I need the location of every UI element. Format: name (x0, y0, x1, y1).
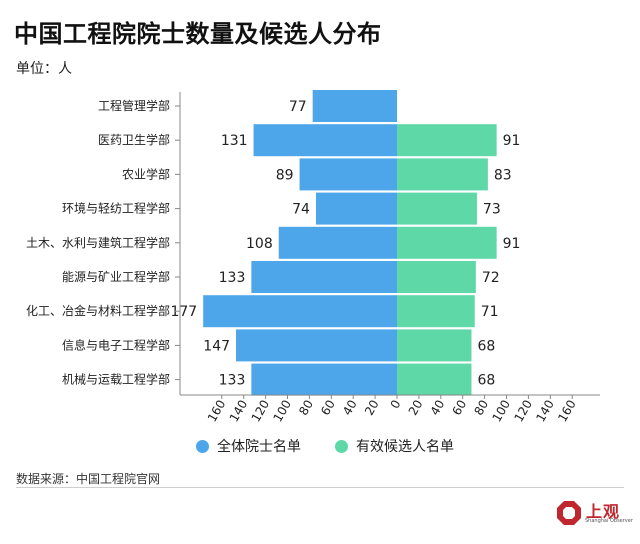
data-label-right: 68 (477, 338, 495, 354)
category-label: 化工、冶金与材料工程学部 (26, 303, 170, 318)
data-label-left: 133 (219, 270, 246, 286)
bar-right (397, 363, 472, 396)
category-label: 医药卫生学部 (98, 132, 170, 147)
data-label-left: 177 (170, 304, 197, 320)
x-tick-label: 100 (490, 398, 514, 425)
x-tick-label: 40 (428, 398, 448, 418)
data-label-right: 68 (477, 373, 495, 389)
bar-right (397, 295, 475, 328)
unit-label: 单位：人 (16, 61, 72, 77)
legend-item-right: 有效候选人名单 (335, 436, 454, 456)
data-label-right: 83 (494, 167, 512, 183)
bar-left (312, 90, 397, 122)
x-tick-label: 160 (555, 398, 579, 425)
bar-right (397, 124, 497, 157)
x-tick-label: 100 (271, 398, 295, 425)
x-tick-label: 60 (450, 398, 470, 418)
data-label-right: 71 (481, 304, 499, 320)
bar-left (299, 158, 397, 191)
category-label: 土木、水利与建筑工程学部 (26, 235, 170, 250)
data-label-left: 131 (221, 133, 248, 149)
category-label: 能源与矿业工程学部 (62, 269, 170, 284)
x-tick-label: 80 (296, 398, 316, 418)
bar-left (203, 295, 397, 328)
category-label: 信息与电子工程学部 (62, 337, 170, 352)
data-label-left: 77 (289, 99, 307, 115)
category-label: 环境与轻纺工程学部 (62, 201, 170, 216)
x-tick-label: 60 (318, 398, 338, 418)
data-label-right: 91 (503, 236, 521, 252)
data-label-right: 72 (482, 270, 500, 286)
bar-right (397, 226, 497, 259)
bar-left (251, 363, 397, 396)
logo-name: 上观 (586, 502, 621, 521)
pyramid-chart: 77 工程管理学部 131 91 医药卫生学部 89 83 农业学部 74 73 环境与轻纺工程学部… (26, 90, 600, 425)
data-label-left: 133 (219, 373, 246, 389)
data-label-left: 108 (246, 236, 273, 252)
category-label: 农业学部 (122, 166, 170, 181)
data-label-left: 74 (292, 202, 310, 218)
legend-label-right: 有效候选人名单 (356, 439, 454, 455)
bar-left (251, 261, 397, 293)
legend-item-left: 全体院士名单 (196, 436, 301, 456)
legend-swatch-right (335, 439, 348, 453)
source-note: 数据来源：中国工程院官网 (16, 472, 161, 486)
logo-subtitle: Shanghai Observer (585, 518, 633, 524)
bar-left (236, 329, 397, 362)
bar-left (278, 226, 397, 259)
divider (16, 487, 624, 488)
bar-right (397, 329, 472, 362)
chart-title: 中国工程院院士数量及候选人分布 (14, 20, 382, 48)
x-tick-label: 80 (471, 398, 491, 418)
x-tick-label: 140 (533, 398, 557, 425)
x-tick-label: 20 (362, 398, 382, 418)
x-tick-label: 160 (205, 398, 229, 425)
bar-right (397, 261, 476, 293)
data-label-right: 73 (483, 202, 501, 218)
data-label-left: 147 (203, 338, 230, 354)
x-tick-label: 40 (340, 398, 360, 418)
legend-swatch-left (196, 439, 209, 453)
x-tick-label: 140 (227, 398, 251, 425)
x-tick-label: 120 (249, 398, 273, 425)
logo-mark-icon (557, 501, 581, 525)
x-tick-label: 0 (388, 398, 404, 412)
legend: 全体院士名单 有效候选人名单 (196, 436, 488, 456)
category-label: 工程管理学部 (98, 98, 170, 113)
bar-right (397, 158, 488, 191)
x-tick-label: 20 (406, 398, 426, 418)
bar-right (397, 192, 477, 225)
data-label-left: 89 (276, 167, 294, 183)
legend-label-left: 全体院士名单 (217, 439, 301, 455)
shanghai-observer-logo: 上观 Shanghai Observer (556, 498, 633, 534)
data-label-right: 91 (503, 133, 521, 149)
bar-left (315, 192, 397, 225)
bar-left (253, 124, 397, 157)
x-tick-label: 120 (511, 398, 535, 425)
category-label: 机械与运载工程学部 (62, 372, 170, 387)
